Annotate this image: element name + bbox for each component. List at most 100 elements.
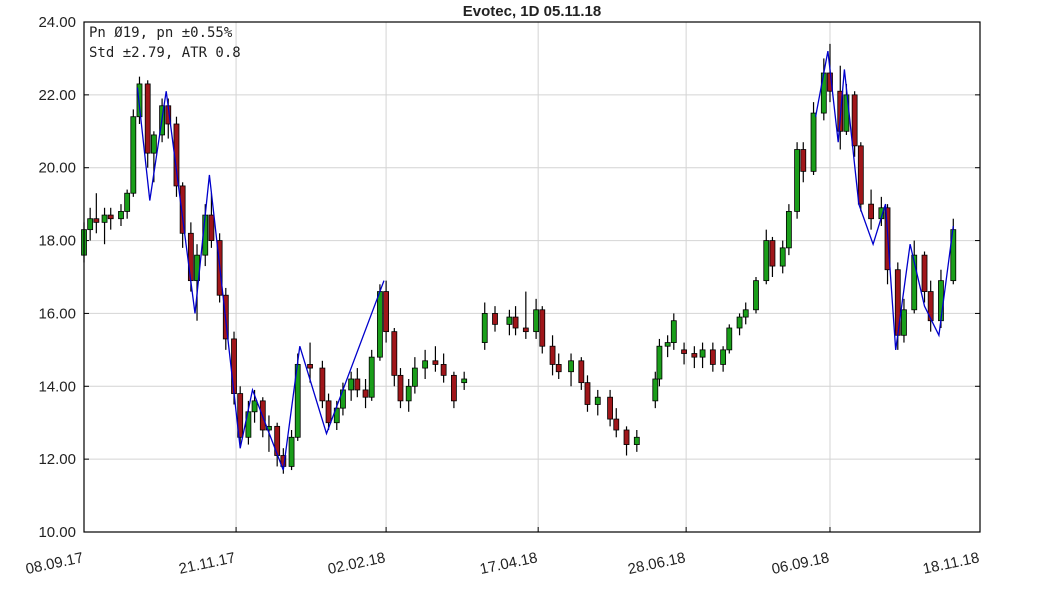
candle-body: [101, 214, 108, 223]
candle-body: [851, 94, 858, 147]
candle-body: [652, 378, 659, 402]
candle-body: [307, 364, 313, 369]
candle-body: [377, 291, 383, 358]
candle: [354, 368, 361, 398]
zigzag-line: [136, 50, 954, 471]
candle: [405, 379, 412, 412]
candle-body: [736, 316, 743, 329]
candle: [533, 298, 540, 339]
candle: [118, 204, 124, 226]
candle-body: [726, 327, 733, 351]
candle-body: [362, 389, 369, 398]
candle: [130, 109, 137, 197]
candle: [927, 280, 934, 332]
candle: [613, 408, 620, 438]
candle: [93, 193, 100, 234]
candle-body: [124, 192, 131, 212]
candle-body: [709, 349, 716, 365]
candle: [568, 353, 574, 387]
candle-body: [594, 396, 601, 405]
candle-body: [411, 367, 418, 387]
candle: [868, 189, 874, 230]
candle-body: [720, 349, 727, 365]
candle-body: [251, 400, 258, 413]
candle-body: [451, 374, 457, 402]
candle: [237, 386, 244, 449]
candle-body: [130, 116, 137, 194]
candle: [709, 342, 716, 372]
candle-body: [187, 232, 194, 282]
candle-body: [391, 331, 398, 376]
candle: [87, 207, 94, 241]
candle: [584, 375, 591, 412]
candle-body: [623, 429, 630, 445]
candle-body: [868, 203, 874, 220]
candle-body: [237, 393, 244, 438]
candle-body: [664, 342, 671, 347]
candle: [578, 357, 585, 390]
candle-body: [763, 240, 770, 282]
candle-body: [938, 280, 944, 322]
candle-body: [607, 396, 613, 420]
chart-title: Evotec, 1D 05.11.18: [463, 3, 601, 20]
candle: [736, 313, 743, 336]
candle: [652, 371, 659, 409]
candle: [481, 302, 488, 350]
candle: [391, 328, 398, 387]
candle: [319, 360, 326, 409]
candle-body: [144, 83, 151, 154]
candle-body: [492, 313, 498, 325]
annotation: Pn Ø19, pn ±0.55%: [89, 25, 233, 41]
candle: [800, 142, 807, 183]
y-tick-label: 14.00: [38, 378, 76, 395]
y-tick-label: 16.00: [38, 305, 76, 322]
candle: [810, 102, 817, 175]
candle: [144, 80, 151, 168]
candle: [785, 204, 792, 256]
candle-body: [656, 345, 663, 380]
candle: [549, 335, 556, 376]
candle: [107, 207, 114, 230]
candle: [208, 193, 215, 248]
candle-body: [405, 385, 412, 402]
candle: [623, 426, 630, 456]
candle-body: [810, 112, 817, 172]
y-tick-label: 12.00: [38, 451, 76, 468]
candle: [742, 302, 749, 325]
candle: [726, 324, 733, 354]
candle: [633, 430, 640, 452]
candle: [432, 346, 439, 372]
candle-body: [333, 407, 340, 424]
candle: [794, 142, 801, 219]
candle-body: [921, 254, 928, 292]
y-tick-label: 18.00: [38, 233, 76, 250]
candle-body: [136, 83, 143, 118]
candle-body: [461, 378, 468, 384]
y-tick-label: 22.00: [38, 87, 76, 104]
candle-body: [857, 145, 864, 205]
candle: [779, 240, 786, 274]
candle-body: [319, 367, 326, 402]
candle-body: [208, 214, 215, 241]
candle-body: [568, 360, 574, 373]
candle-body: [753, 280, 759, 311]
candle: [911, 240, 918, 314]
candle-body: [150, 134, 157, 154]
candle-body: [383, 291, 389, 333]
candle: [397, 368, 404, 409]
candle-body: [539, 309, 546, 347]
candle: [753, 277, 759, 314]
candle: [383, 280, 389, 343]
candle: [411, 357, 418, 394]
candle: [362, 379, 369, 409]
candle: [720, 346, 727, 372]
candle-body: [549, 345, 556, 365]
candle-body: [794, 149, 801, 212]
y-tick-label: 20.00: [38, 160, 76, 177]
candle: [901, 298, 907, 343]
y-tick-label: 24.00: [38, 14, 76, 31]
candle: [440, 353, 447, 383]
candle-body: [288, 436, 295, 467]
candle: [681, 342, 687, 365]
